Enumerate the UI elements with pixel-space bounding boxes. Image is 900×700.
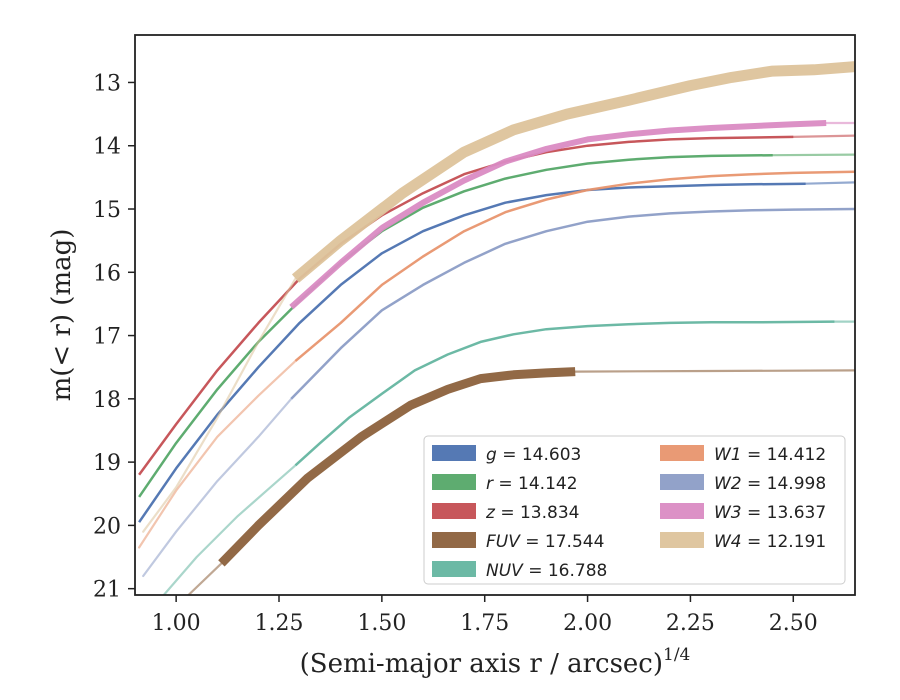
x-tick-label: 1.00 [152, 611, 201, 636]
series-nuv-faint-start [162, 464, 297, 595]
x-tick-label: 1.25 [255, 611, 304, 636]
y-tick-label: 15 [93, 198, 121, 223]
x-tick-label: 2.50 [769, 611, 818, 636]
legend-swatch-w4 [660, 532, 704, 548]
y-tick-label: 13 [93, 71, 121, 96]
legend-swatch-r [432, 474, 476, 490]
legend-label-w2: W2 = 14.998 [714, 474, 826, 494]
legend-swatch-fuv [432, 532, 476, 548]
series-g-faint-end [804, 181, 855, 185]
series-r-line [138, 153, 773, 498]
legend-label-nuv: NUV = 16.788 [486, 561, 607, 581]
series-w1-faint-start [138, 359, 297, 549]
legend-label-w1: W1 = 14.412 [714, 445, 826, 465]
legend-frame [423, 435, 846, 585]
legend: g = 14.603 r = 14.142 z = 13.834 FUV = 17.5… [423, 435, 846, 585]
series-g-line [138, 182, 806, 523]
y-tick-label: 21 [93, 578, 121, 603]
legend-label-g: g = 14.603 [486, 445, 581, 465]
plot-frame [134, 34, 856, 596]
series-w2-faint-start [142, 397, 293, 578]
series-w1-line [294, 170, 855, 362]
x-tick-label: 2.00 [563, 611, 612, 636]
x-axis-title: (Semi-major axis r / arcsec)1/4 [300, 645, 691, 679]
series-r-faint-end [771, 153, 855, 157]
legend-label-fuv: FUV = 17.544 [486, 532, 604, 552]
legend-label-w4: W4 = 12.191 [714, 532, 826, 552]
legend-swatch-g [432, 445, 476, 461]
series-nuv-line [294, 320, 835, 467]
legend-label-r: r = 14.142 [486, 474, 578, 494]
y-tick-label: 20 [93, 514, 121, 539]
y-tick-label: 17 [93, 325, 121, 350]
series-fuv-faint-end [574, 369, 855, 373]
x-tick-label: 2.25 [666, 611, 715, 636]
legend-swatch-nuv [432, 561, 476, 577]
ticks-layer: 1.00 1.25 1.50 1.75 2.00 2.25 2.50 13 14 15 16 17 18… [93, 71, 818, 636]
series-w3-line [289, 120, 827, 310]
legend-label-z: z = 13.834 [485, 503, 579, 523]
series-w4-faint-start [142, 277, 297, 533]
legend-swatch-w1 [660, 445, 704, 461]
y-tick-label: 19 [93, 451, 121, 476]
legend-swatch-w2 [660, 474, 704, 490]
y-tick-label: 16 [93, 261, 121, 286]
y-tick-label: 14 [93, 135, 121, 160]
x-tick-label: 1.50 [357, 611, 406, 636]
x-tick-label: 1.75 [460, 611, 509, 636]
y-tick-label: 18 [93, 388, 121, 413]
series-z-faint-end [792, 134, 855, 138]
legend-swatch-z [432, 503, 476, 519]
series-z-line [138, 135, 794, 476]
series-fuv-faint-start [187, 562, 223, 595]
series-w4-line [291, 61, 855, 283]
series-w2-line [290, 207, 855, 400]
legend-swatch-w3 [660, 503, 704, 519]
legend-label-w3: W3 = 13.637 [714, 503, 826, 523]
legend-items: g = 14.603 r = 14.142 z = 13.834 FUV = 17.5… [432, 445, 826, 581]
y-axis-title: m(< r) (mag) [47, 229, 77, 402]
series-layer [138, 61, 855, 595]
series-fuv-line [218, 367, 576, 567]
